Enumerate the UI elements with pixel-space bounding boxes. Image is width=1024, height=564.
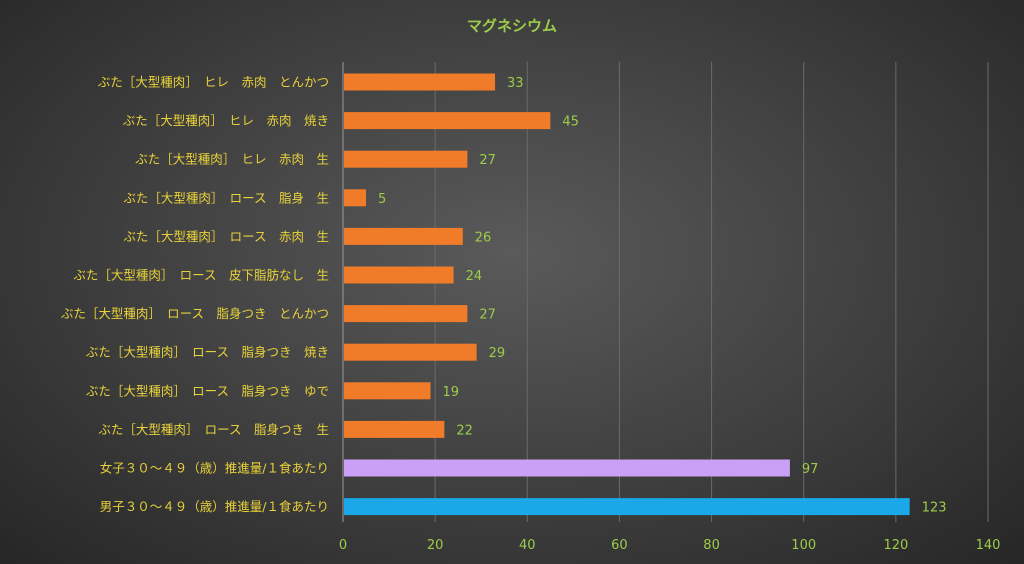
category-label: ぶた［大型種肉］ ロース 脂身つき 焼き	[86, 345, 329, 360]
category-label: ぶた［大型種肉］ ヒレ 赤肉 生	[135, 152, 329, 167]
x-tick-label: 140	[976, 538, 1001, 553]
data-label: 24	[466, 269, 483, 284]
bar	[344, 189, 367, 207]
category-label: ぶた［大型種肉］ ロース 赤肉 生	[123, 229, 329, 244]
category-label: 男子３０～４９（歳）推進量/１食あたり	[100, 499, 329, 514]
bar	[344, 305, 468, 323]
category-label: ぶた［大型種肉］ ヒレ 赤肉 とんかつ	[98, 75, 329, 90]
category-label: ぶた［大型種肉］ ロース 脂身 生	[123, 190, 329, 205]
data-label: 29	[489, 346, 506, 361]
x-tick-label: 60	[611, 538, 628, 553]
bar	[344, 227, 463, 245]
data-label: 27	[479, 308, 496, 323]
bar	[344, 459, 790, 477]
data-label: 5	[378, 192, 386, 207]
category-label: ぶた［大型種肉］ ロース 脂身つき ゆで	[86, 383, 329, 398]
bar	[344, 343, 477, 361]
data-label: 97	[802, 462, 819, 477]
chart-title: マグネシウム	[467, 17, 557, 35]
bar	[344, 420, 445, 438]
data-label: 19	[443, 385, 460, 400]
bar	[344, 382, 431, 400]
bar	[344, 266, 454, 284]
x-tick-label: 80	[703, 538, 720, 553]
x-tick-label: 100	[791, 538, 816, 553]
bar	[344, 498, 910, 516]
x-axis-ticks: 0 20 40 60 80 100 120 140	[339, 538, 1001, 553]
bars	[344, 73, 910, 516]
data-label: 45	[562, 115, 579, 130]
data-label: 33	[507, 76, 524, 91]
data-label: 123	[922, 501, 947, 516]
category-label: ぶた［大型種肉］ ヒレ 赤肉 焼き	[123, 113, 329, 128]
x-tick-label: 40	[519, 538, 536, 553]
grid-lines	[342, 62, 989, 522]
data-label: 22	[456, 423, 473, 438]
bar	[344, 112, 551, 130]
x-tick-label: 0	[339, 538, 347, 553]
category-label: ぶた［大型種肉］ ロース 皮下脂肪なし 生	[73, 268, 329, 283]
data-label: 27	[479, 153, 496, 168]
x-tick-label: 20	[427, 538, 444, 553]
data-label: 26	[475, 230, 492, 245]
bar	[344, 150, 468, 168]
category-label: ぶた［大型種肉］ ロース 脂身つき とんかつ	[61, 306, 329, 321]
category-label: 女子３０～４９（歳）推進量/１食あたり	[100, 461, 329, 476]
category-label: ぶた［大型種肉］ ロース 脂身つき 生	[98, 422, 329, 437]
value-labels: 33 45 27 5 26 24 27 29 19 22 97 123	[378, 76, 946, 516]
x-tick-label: 120	[883, 538, 908, 553]
bar	[344, 73, 496, 91]
